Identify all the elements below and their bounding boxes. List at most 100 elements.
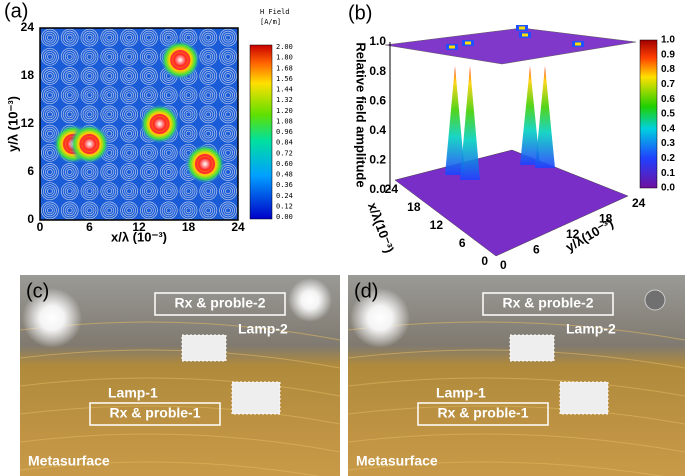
coil-ring bbox=[62, 203, 77, 218]
z-tick-label: 0.6 bbox=[369, 93, 386, 107]
colorbar-tick-label: 0.96 bbox=[276, 128, 293, 136]
coil-ring bbox=[47, 188, 53, 195]
coil-ring bbox=[165, 34, 172, 41]
coil-ring bbox=[181, 184, 196, 199]
coil-ring bbox=[82, 30, 97, 45]
coil-ring bbox=[126, 207, 132, 214]
coil-ring bbox=[223, 32, 233, 43]
label-box bbox=[154, 292, 286, 316]
coil-ring bbox=[203, 128, 214, 139]
coil-ring bbox=[161, 145, 176, 160]
coil-ring bbox=[179, 201, 198, 220]
coil-ring bbox=[144, 167, 154, 177]
coil-ring bbox=[223, 71, 233, 81]
coil-ring bbox=[47, 111, 53, 118]
y-tick-label: 18 bbox=[599, 212, 613, 226]
floor-pattern bbox=[19, 377, 341, 397]
plot-frame bbox=[39, 27, 239, 221]
coil-ring bbox=[225, 169, 231, 175]
coil-ring bbox=[66, 53, 73, 60]
hotspot-ring bbox=[195, 154, 215, 174]
peak-core bbox=[575, 42, 581, 46]
coil-ring bbox=[86, 207, 93, 214]
coil-ring bbox=[80, 86, 99, 105]
coil-ring bbox=[221, 203, 235, 218]
coil-ring bbox=[140, 28, 158, 47]
coil-ring bbox=[64, 32, 75, 43]
coil-ring bbox=[106, 92, 113, 99]
coil-ring bbox=[47, 34, 53, 41]
coil-ring bbox=[45, 32, 55, 43]
coil-ring bbox=[80, 201, 99, 220]
coil-ring bbox=[126, 169, 132, 175]
receiver bbox=[559, 381, 609, 415]
coil-ring bbox=[203, 51, 214, 62]
coil-ring bbox=[47, 169, 53, 175]
colorbar-tick-label: 0.3 bbox=[661, 138, 675, 149]
z-tick-label: 0.4 bbox=[369, 123, 386, 137]
coil-ring bbox=[124, 90, 134, 101]
coil-ring bbox=[60, 201, 79, 220]
coil-ring bbox=[62, 49, 77, 64]
coil-ring bbox=[223, 205, 233, 216]
coil-ring bbox=[106, 169, 113, 175]
coil-ring bbox=[203, 205, 214, 216]
coil-ring bbox=[66, 169, 73, 175]
coil-ring bbox=[144, 51, 154, 62]
coil-ring bbox=[219, 105, 237, 124]
coil-ring bbox=[144, 71, 154, 81]
coil-ring bbox=[82, 184, 97, 199]
coil-ring bbox=[86, 53, 93, 60]
coil-ring bbox=[66, 34, 73, 41]
label-box bbox=[482, 292, 614, 316]
coil-ring bbox=[179, 86, 198, 105]
coil-ring bbox=[41, 28, 59, 47]
x-tick-label: 6 bbox=[86, 220, 93, 234]
coil-ring bbox=[144, 32, 154, 43]
coil-ring bbox=[66, 188, 73, 195]
coil-ring bbox=[100, 47, 119, 66]
coil-ring bbox=[201, 184, 216, 199]
hotspot-ring bbox=[170, 50, 191, 70]
coil-ring bbox=[122, 88, 136, 103]
coil-ring bbox=[126, 130, 132, 137]
coil-ring bbox=[185, 130, 192, 137]
coil-ring bbox=[183, 186, 194, 197]
coil-ring bbox=[86, 92, 93, 99]
colorbar-tick-label: 0.0 bbox=[661, 183, 675, 194]
coil-ring bbox=[124, 167, 134, 177]
coil-ring bbox=[120, 47, 138, 66]
coil-ring bbox=[205, 188, 212, 195]
floor-pattern bbox=[347, 405, 685, 425]
coil-ring bbox=[80, 28, 99, 47]
field-peak bbox=[535, 66, 555, 168]
coil-ring bbox=[163, 32, 174, 43]
coil-ring bbox=[41, 201, 59, 220]
coil-ring bbox=[47, 53, 53, 60]
receiver bbox=[509, 334, 555, 362]
coil-ring bbox=[201, 69, 216, 83]
coil-ring bbox=[221, 49, 235, 64]
coil-ring bbox=[45, 51, 55, 62]
colorbar-tick-label: 1.56 bbox=[276, 75, 293, 83]
annotation: Rx & proble-1 bbox=[109, 405, 200, 421]
field-peak bbox=[460, 66, 480, 180]
coil-ring bbox=[124, 147, 134, 158]
hotspot-ring bbox=[79, 134, 100, 154]
coil-ring bbox=[181, 126, 196, 141]
colorbar-tick-label: 0.8 bbox=[661, 64, 675, 75]
coil-ring bbox=[64, 109, 75, 120]
coil-ring bbox=[183, 128, 194, 139]
z-tick-label: 0.0 bbox=[369, 182, 386, 196]
coil-ring bbox=[205, 207, 212, 214]
coil-ring bbox=[159, 143, 178, 162]
peak-core bbox=[465, 41, 471, 45]
colorbar-tick-label: 0.60 bbox=[276, 160, 293, 168]
coil-ring bbox=[60, 67, 79, 85]
coil-ring bbox=[219, 47, 237, 66]
coil-ring bbox=[106, 111, 113, 118]
coil-ring bbox=[142, 203, 156, 218]
colorbar-tick-label: 0.1 bbox=[661, 168, 675, 179]
coil-ring bbox=[126, 92, 132, 99]
panel-label: (b) bbox=[348, 2, 372, 24]
